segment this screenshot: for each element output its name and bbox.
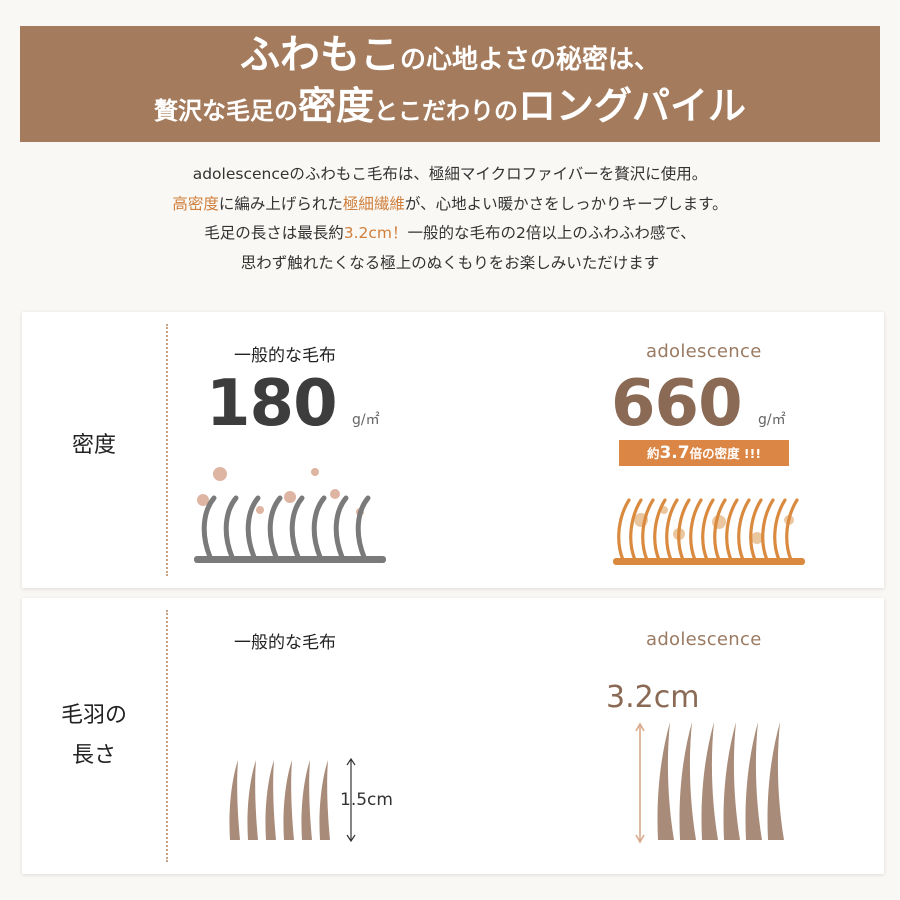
density-label: 密度: [71, 433, 116, 458]
intro-line-3: 毛足の長さは最長約3.2cm！一般的な毛布の2倍以上のふわふわ感で、: [0, 219, 900, 249]
intro-line3-text-b: 一般的な毛布の2倍以上のふわふわ感で、: [407, 224, 696, 242]
general-density-unit: g/㎡: [352, 412, 380, 428]
general-density-value: 180: [206, 367, 338, 441]
intro-line2-text-b: が、心地よい暖かさをしっかりキープします。: [404, 194, 728, 213]
card-divider: [166, 324, 168, 576]
banner-highlight-fuwamoko: ふわもこ: [239, 32, 400, 78]
banner-highlight-density: 密度: [297, 84, 374, 128]
pile-length-label: 毛羽の 長さ: [22, 696, 166, 776]
banner-line-2: 贅沢な毛足の密度とこだわりのロングパイル: [154, 82, 746, 135]
general-pile-length: 1.5cm: [340, 790, 393, 810]
intro-highlight-high-density: 高密度: [172, 194, 219, 213]
intro-line3-text-a: 毛足の長さは最長約: [204, 224, 344, 242]
intro-line-1: adolescenceのふわもこ毛布は、極細マイクロファイバーを贅沢に使用。: [192, 165, 708, 183]
banner-line2-text-a: 贅沢な毛足の: [153, 97, 298, 125]
density-card: 密度 一般的な毛布 180 g/㎡ adolescence 660 g/㎡ 約3…: [22, 312, 884, 588]
brand-title: adolescence: [646, 629, 762, 650]
general-blanket-title: 一般的な毛布: [234, 633, 336, 653]
intro-line2-text-a: に編み上げられた: [218, 194, 343, 213]
badge-suffix: 倍の密度 !!!: [689, 446, 762, 461]
intro-text: adolescenceのふわもこ毛布は、極細マイクロファイバーを贅沢に使用。 高…: [0, 160, 900, 278]
banner-line-1: ふわもこの心地よさの秘密は、: [240, 33, 660, 82]
brand-title: adolescence: [646, 341, 762, 362]
intro-line-4: 思わず触れたくなる極上のぬくもりをお楽しみいただけます: [240, 253, 660, 272]
badge-prefix: 約: [646, 446, 660, 461]
intro-highlight-fine-fiber: 極細繊維: [342, 194, 405, 213]
pile-label-line-1: 毛羽の: [60, 703, 127, 728]
general-density-illustration: [194, 467, 386, 563]
intro-highlight-length: 3.2cm！: [343, 224, 408, 242]
pile-length-card: 毛羽の 長さ 一般的な毛布 adolescence 1.5cm 3.2cm: [22, 598, 884, 874]
brand-density-value: 660: [611, 367, 743, 441]
badge-multiplier: 3.7: [659, 443, 690, 463]
card-divider: [166, 610, 168, 862]
banner-highlight-longpile: ロングパイル: [518, 84, 747, 128]
pile-label-line-2: 長さ: [71, 743, 116, 768]
brand-density-unit: g/㎡: [758, 412, 786, 428]
general-blanket-title: 一般的な毛布: [234, 346, 336, 366]
density-ratio-badge: 約3.7倍の密度 !!!: [619, 440, 789, 466]
intro-line-2: 高密度に編み上げられた極細繊維が、心地よい暖かさをしっかりキープします。: [0, 190, 900, 220]
brand-pile-length: 3.2cm: [606, 680, 700, 715]
brand-pile-illustration: [635, 722, 784, 844]
header-banner: ふわもこの心地よさの秘密は、 贅沢な毛足の密度とこだわりのロングパイル: [20, 26, 880, 142]
brand-density-illustration: [613, 498, 805, 565]
general-pile-illustration: [229, 757, 356, 843]
banner-line1-text: の心地よさの秘密は、: [399, 45, 660, 75]
banner-line2-text-b: とこだわりの: [374, 97, 518, 125]
